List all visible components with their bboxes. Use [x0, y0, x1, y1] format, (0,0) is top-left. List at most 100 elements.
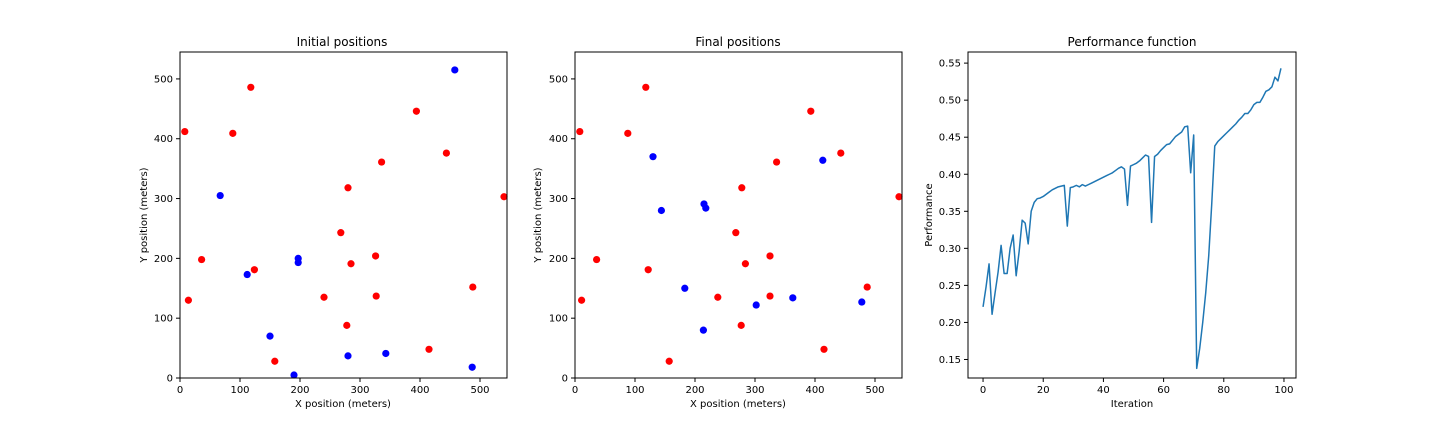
initial-positions-ticks: 0 100 200 300 400 500 0 100 200 300 400 500 — [154, 74, 490, 396]
final-x-tick-label: 500 — [865, 385, 884, 396]
performance-ticks: 0 20 40 60 80 100 0.15 0.20 0.25 0.30 0.35 0.40 0.45… — [939, 59, 1294, 396]
final-point — [738, 184, 746, 192]
performance-axes-frame — [967, 51, 1297, 379]
initial-positions-x-axis-label: X position (meters) — [295, 399, 391, 410]
performance-x-tick-label: 80 — [1217, 385, 1230, 396]
final-point — [649, 153, 657, 161]
performance-x-tick-label: 100 — [1274, 385, 1293, 396]
performance-y-axis-label: Performance — [924, 183, 935, 246]
initial-point — [320, 293, 328, 301]
initial-positions-plot-area — [181, 66, 508, 379]
final-point — [699, 326, 708, 334]
performance-y-tick-label: 0.50 — [939, 96, 961, 107]
final-point — [657, 206, 666, 215]
initial-point — [500, 193, 508, 201]
initial-y-tick-label: 0 — [167, 374, 173, 385]
final-point — [766, 252, 774, 260]
initial-point — [181, 127, 189, 136]
initial-point — [469, 283, 477, 291]
initial-x-tick-label: 500 — [470, 385, 489, 396]
initial-point — [184, 296, 192, 304]
performance-y-tick-label: 0.55 — [939, 59, 961, 70]
initial-y-tick-label: 100 — [154, 314, 173, 325]
final-point — [820, 345, 828, 353]
final-y-tick-label: 200 — [549, 254, 568, 265]
final-y-tick-label: 100 — [549, 314, 568, 325]
final-point — [576, 127, 584, 136]
final-positions-ticks: 0 100 200 300 400 500 0 100 200 300 400 500 — [549, 74, 885, 396]
final-x-tick-label: 400 — [805, 385, 824, 396]
initial-y-tick-label: 200 — [154, 254, 173, 265]
performance-y-tick-label: 0.30 — [939, 244, 961, 255]
initial-point — [229, 129, 237, 137]
final-point — [789, 294, 797, 302]
initial-x-tick-label: 200 — [290, 385, 309, 396]
final-x-tick-label: 300 — [745, 385, 764, 396]
initial-point — [412, 107, 420, 115]
initial-point — [344, 352, 352, 360]
final-y-tick-label: 0 — [562, 374, 568, 385]
initial-point — [271, 357, 279, 365]
initial-point — [216, 191, 224, 200]
final-point — [681, 284, 689, 292]
final-y-tick-label: 400 — [549, 134, 568, 145]
final-point — [858, 298, 866, 306]
initial-positions-title: Initial positions — [297, 35, 388, 49]
initial-point — [198, 255, 206, 264]
performance-x-tick-label: 60 — [1157, 385, 1170, 396]
final-point — [752, 301, 760, 309]
initial-x-tick-label: 100 — [230, 385, 249, 396]
initial-point — [382, 349, 390, 358]
performance-y-tick-label: 0.20 — [939, 318, 961, 329]
final-point — [578, 296, 586, 304]
performance-panel: Performance function 0 20 40 60 80 100 0.15 0.2… — [924, 35, 1297, 410]
final-x-tick-label: 200 — [685, 385, 704, 396]
final-point — [737, 321, 745, 329]
final-x-tick-label: 0 — [572, 385, 578, 396]
final-point — [702, 204, 710, 212]
initial-point — [243, 270, 251, 279]
initial-point — [347, 260, 355, 268]
final-point — [714, 293, 722, 301]
performance-y-tick-label: 0.15 — [939, 355, 961, 366]
initial-y-tick-label: 500 — [154, 74, 173, 85]
initial-x-tick-label: 400 — [410, 385, 429, 396]
final-point — [665, 357, 673, 365]
final-point — [593, 255, 601, 264]
final-point — [837, 149, 845, 157]
initial-point — [344, 184, 352, 192]
final-point — [807, 107, 815, 115]
final-x-tick-label: 100 — [625, 385, 644, 396]
initial-x-tick-label: 300 — [350, 385, 369, 396]
initial-positions-y-axis-label: Y position (meters) — [139, 167, 150, 263]
initial-point — [425, 345, 433, 353]
final-point — [624, 129, 632, 137]
performance-x-tick-label: 40 — [1097, 385, 1110, 396]
performance-x-axis-label: Iteration — [1111, 399, 1153, 410]
final-point — [863, 283, 871, 291]
initial-y-tick-label: 400 — [154, 134, 173, 145]
final-point — [644, 266, 652, 274]
final-point — [819, 156, 827, 164]
initial-point — [250, 266, 258, 274]
performance-title: Performance function — [1068, 35, 1197, 49]
final-point — [732, 229, 740, 237]
initial-point — [442, 149, 450, 157]
initial-positions-axes-frame — [179, 51, 508, 379]
performance-x-tick-label: 0 — [980, 385, 986, 396]
initial-positions-panel: Initial positions 0 100 200 300 400 500 0 100 20… — [139, 35, 508, 410]
final-y-tick-label: 500 — [549, 74, 568, 85]
initial-point — [451, 66, 459, 74]
initial-point — [372, 292, 380, 300]
final-positions-plot-area — [576, 83, 903, 365]
final-positions-title: Final positions — [695, 35, 780, 49]
performance-x-tick-label: 20 — [1037, 385, 1050, 396]
initial-point — [290, 371, 298, 379]
final-point — [773, 158, 781, 166]
final-point — [766, 292, 774, 300]
performance-series-line — [982, 68, 1282, 370]
final-positions-panel: Final positions 0 100 200 300 400 500 0 100 200 3… — [533, 35, 903, 410]
final-positions-axes-frame — [574, 51, 903, 379]
final-point — [741, 260, 750, 268]
